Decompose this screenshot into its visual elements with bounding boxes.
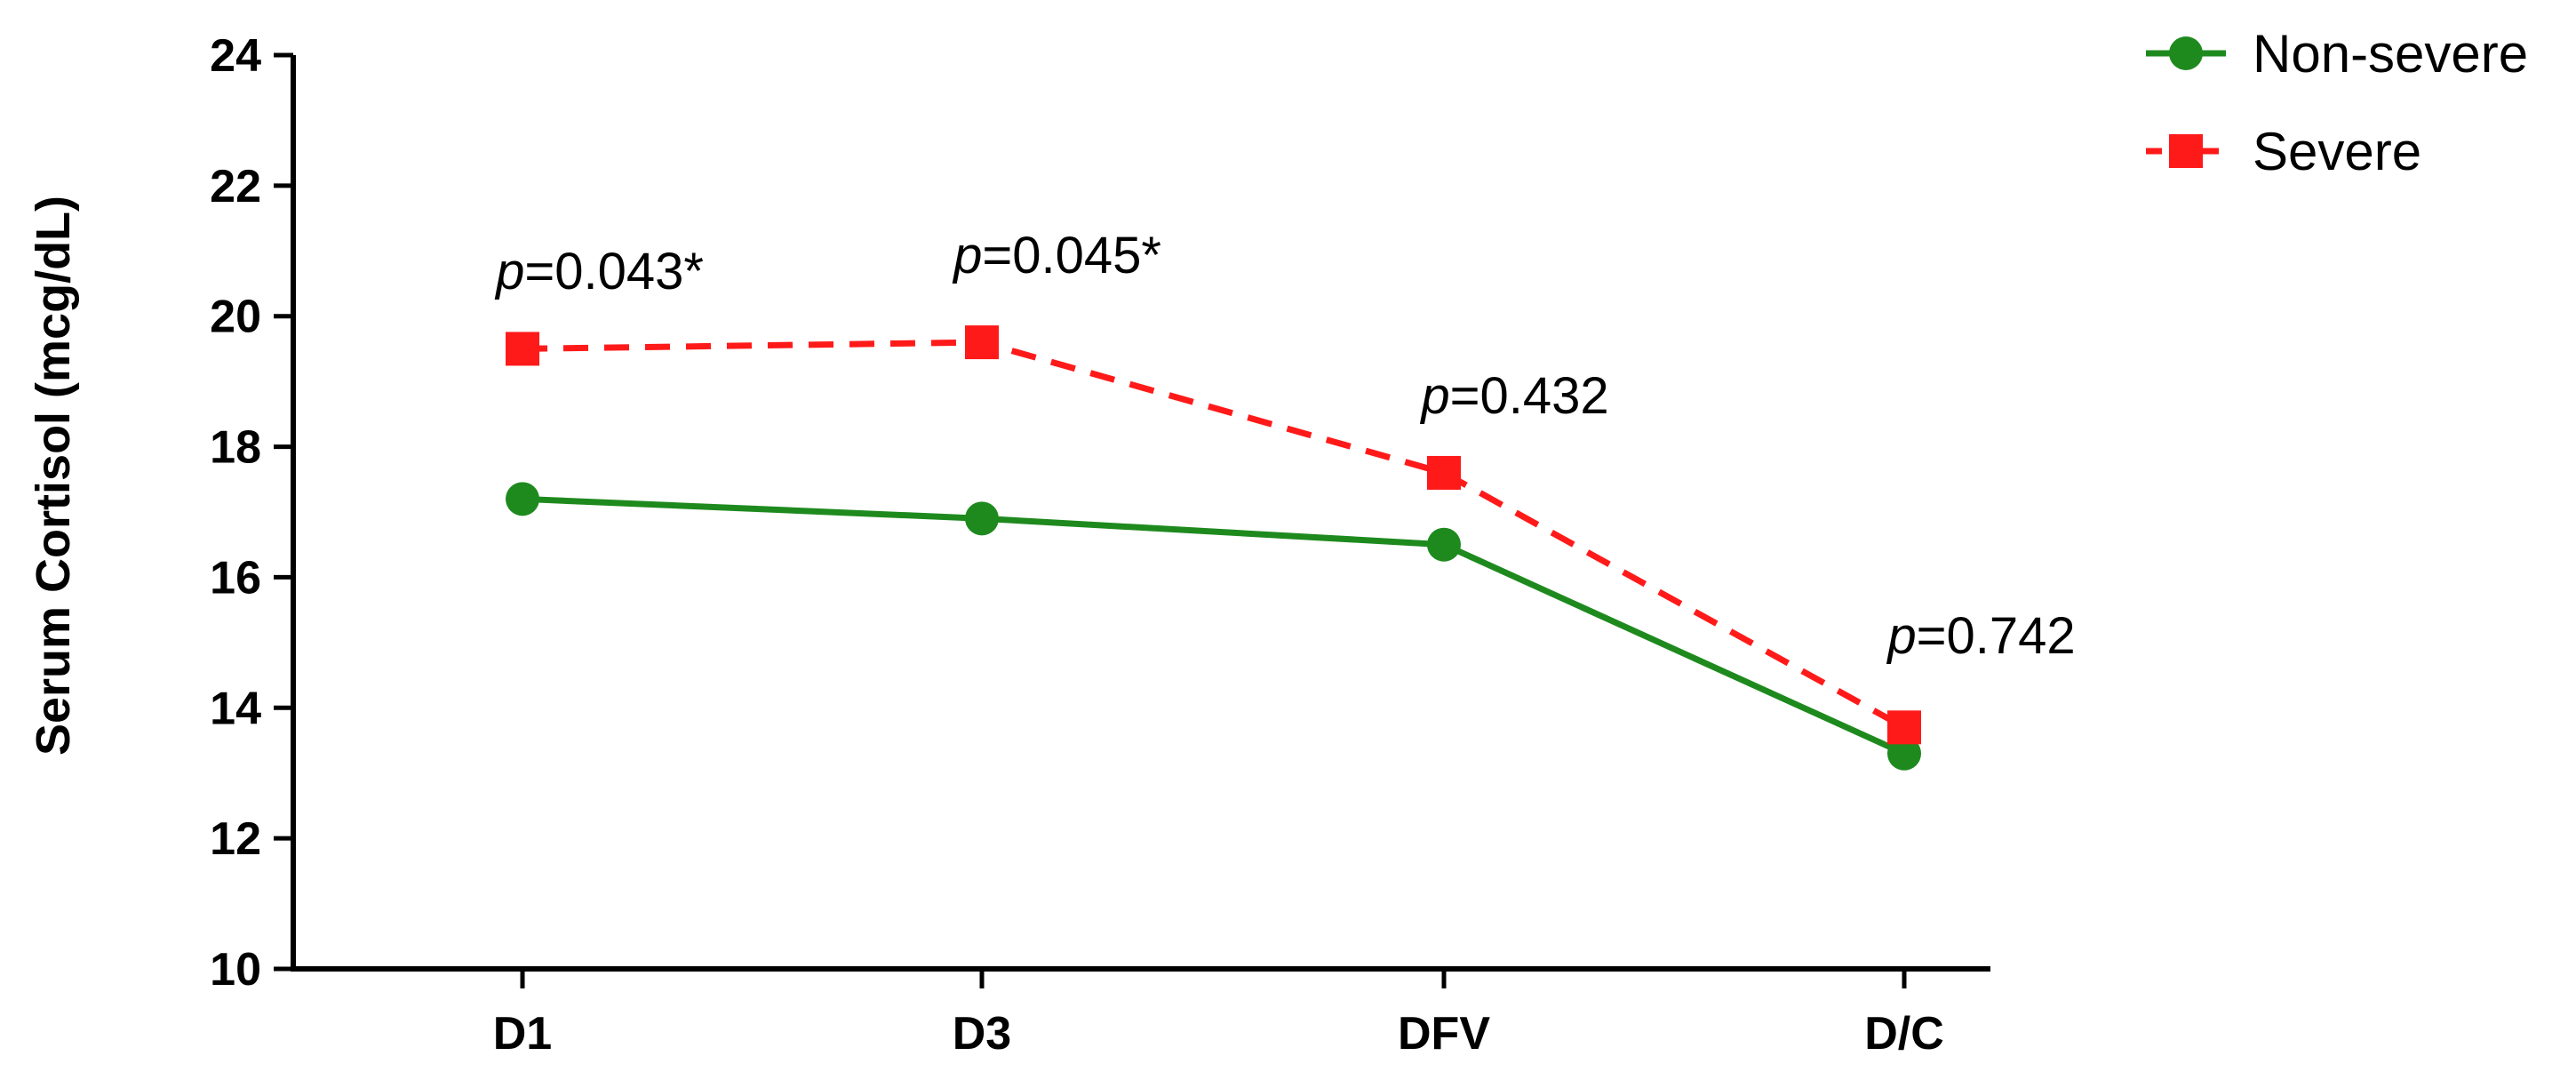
legend-marker [2169, 134, 2203, 168]
series-line [522, 339, 1906, 731]
x-tick-label: DFV [1398, 1008, 1490, 1060]
data-point [1427, 455, 1461, 490]
legend-item: Non-severe [2146, 24, 2528, 84]
data-point [1887, 736, 1921, 771]
p-value-annotation: p=0.432 [1419, 367, 1608, 425]
y-tick-label: 16 [210, 552, 261, 604]
y-tick-label: 22 [210, 161, 261, 212]
y-tick-label: 12 [210, 813, 261, 865]
legend-label: Severe [2253, 122, 2421, 181]
y-tick-label: 24 [210, 30, 261, 82]
y-tick-label: 14 [210, 683, 261, 734]
x-tick-label: D3 [953, 1008, 1011, 1060]
x-tick-label: D/C [1864, 1008, 1944, 1060]
legend-marker [2169, 36, 2203, 70]
p-value-annotation: p=0.742 [1886, 607, 2075, 665]
annotations: p=0.043* p=0.045* p=0.432 p=0.742 [494, 227, 2076, 665]
data-point [965, 501, 999, 536]
legend-label: Non-severe [2253, 24, 2528, 84]
p-value-annotation: p=0.045* [952, 227, 1161, 284]
x-tick-label: D1 [493, 1008, 552, 1060]
legend-item: Severe [2146, 122, 2421, 181]
data-point [1427, 527, 1461, 562]
y-axis: 10 12 14 16 18 20 22 24 [210, 30, 296, 996]
y-tick-label: 10 [210, 944, 261, 996]
y-tick-label: 20 [210, 292, 261, 343]
series-non-severe [506, 482, 1921, 771]
series-line [522, 495, 1906, 756]
p-value-annotation: p=0.043* [494, 243, 704, 300]
series-severe [506, 325, 1921, 745]
data-point [1887, 710, 1921, 745]
data-point [506, 332, 539, 366]
data-point [965, 325, 999, 360]
data-point [506, 482, 539, 516]
series-layer [506, 325, 1921, 771]
y-tick-label: 18 [210, 422, 261, 474]
y-axis-label: Serum Cortisol (mcg/dL) [27, 196, 80, 756]
x-axis: D1 D3 DFV D/C [291, 966, 1990, 1060]
legend: Non-severe Severe [2146, 24, 2528, 181]
